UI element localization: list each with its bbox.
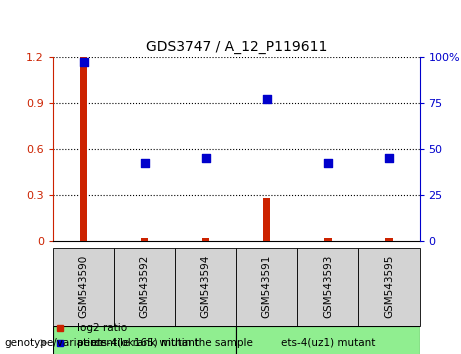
Bar bbox=[385, 238, 393, 241]
Text: GSM543592: GSM543592 bbox=[140, 255, 150, 319]
Point bbox=[202, 155, 209, 161]
Bar bbox=[141, 238, 148, 241]
Point bbox=[324, 161, 331, 166]
Bar bbox=[324, 238, 331, 241]
Text: ets-4(ok165) mutant: ets-4(ok165) mutant bbox=[91, 337, 199, 348]
Bar bbox=[236, 248, 297, 326]
Text: GSM543595: GSM543595 bbox=[384, 255, 394, 319]
Bar bbox=[53, 248, 114, 326]
Text: GSM543591: GSM543591 bbox=[262, 255, 272, 319]
Text: percentile rank within the sample: percentile rank within the sample bbox=[77, 338, 253, 348]
Text: GSM543593: GSM543593 bbox=[323, 255, 333, 319]
Point bbox=[263, 96, 271, 102]
Bar bbox=[114, 248, 175, 326]
Bar bbox=[53, 326, 236, 354]
Text: genotype/variation: genotype/variation bbox=[5, 338, 104, 348]
Bar bbox=[297, 248, 358, 326]
Bar bbox=[80, 57, 87, 241]
Text: log2 ratio: log2 ratio bbox=[77, 322, 127, 332]
Text: GSM543590: GSM543590 bbox=[78, 255, 89, 318]
Point bbox=[141, 161, 148, 166]
Bar bbox=[175, 248, 236, 326]
Bar bbox=[358, 248, 420, 326]
Bar bbox=[263, 198, 271, 241]
Bar bbox=[202, 238, 209, 241]
Title: GDS3747 / A_12_P119611: GDS3747 / A_12_P119611 bbox=[146, 40, 327, 54]
Bar bbox=[236, 326, 420, 354]
Text: GSM543594: GSM543594 bbox=[201, 255, 211, 319]
Text: ets-4(uz1) mutant: ets-4(uz1) mutant bbox=[281, 337, 375, 348]
Point bbox=[80, 59, 87, 65]
Point bbox=[385, 155, 393, 161]
